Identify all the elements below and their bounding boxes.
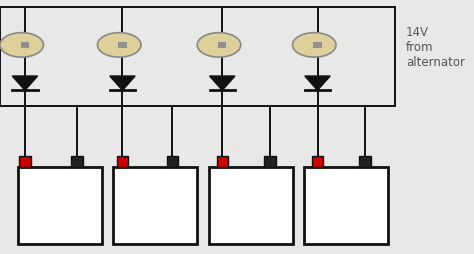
Bar (21, 43, 29, 49)
Polygon shape (210, 77, 235, 91)
Bar (118, 43, 127, 49)
Circle shape (0, 34, 44, 58)
Bar (264, 156, 275, 168)
Bar (304, 168, 388, 244)
Text: 14V
from
alternator: 14V from alternator (406, 25, 465, 68)
Polygon shape (12, 77, 37, 91)
Circle shape (98, 34, 141, 58)
Bar (72, 156, 83, 168)
Bar (209, 168, 292, 244)
Bar (19, 156, 31, 168)
Bar (313, 43, 321, 49)
Circle shape (197, 34, 241, 58)
Polygon shape (110, 77, 135, 91)
Bar (312, 156, 323, 168)
Bar (167, 156, 178, 168)
Bar (359, 156, 371, 168)
Polygon shape (305, 77, 330, 91)
Circle shape (292, 34, 336, 58)
Bar (217, 156, 228, 168)
Bar (117, 156, 128, 168)
Bar (218, 43, 226, 49)
Bar (113, 168, 197, 244)
Bar (18, 168, 102, 244)
